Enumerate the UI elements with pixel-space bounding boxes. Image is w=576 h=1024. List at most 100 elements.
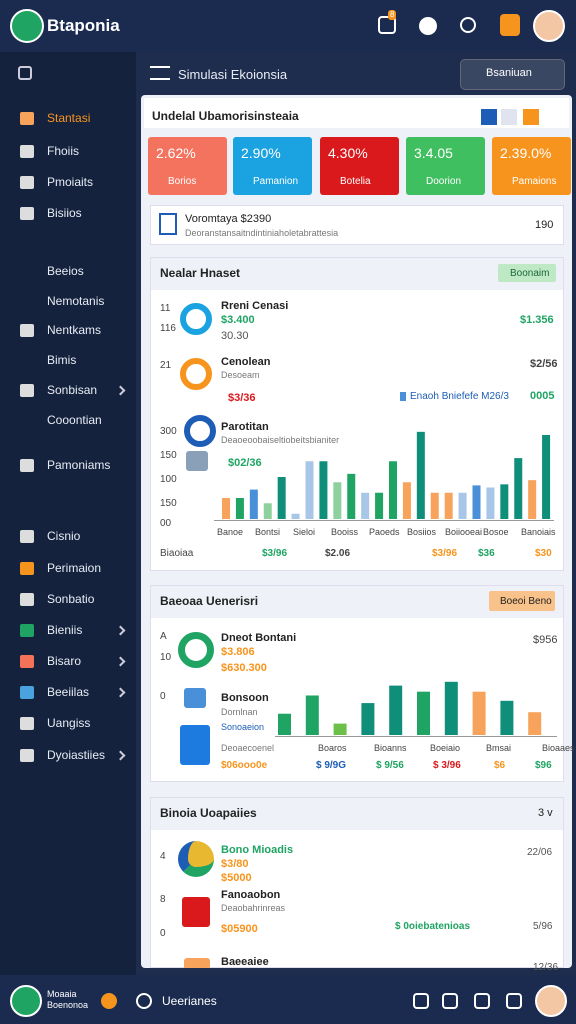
nav-icon[interactable] — [20, 459, 34, 472]
badge: 8 — [388, 10, 397, 20]
nav-item[interactable]: Nentkams — [47, 323, 102, 337]
legend-value: 0005 — [530, 390, 555, 402]
item-text: Baeeaiee — [221, 956, 269, 968]
info-row — [150, 205, 564, 245]
icon-button[interactable] — [500, 14, 520, 36]
nav-item[interactable]: Beeios — [47, 264, 84, 278]
nav-item[interactable]: Pmoiaits — [47, 175, 94, 189]
icon-button[interactable] — [523, 109, 539, 125]
card-title: Binoia Uoapaiies — [160, 806, 257, 820]
nav-item[interactable]: Cisnio — [47, 529, 81, 543]
icon-button[interactable] — [474, 993, 490, 1009]
nav-icon[interactable] — [20, 530, 34, 543]
nav-icon[interactable] — [20, 749, 34, 762]
nav-item[interactable]: Pamoniams — [47, 458, 111, 472]
item-right: 5/96 — [533, 921, 553, 932]
axis-label: 10 — [160, 652, 172, 663]
bottom-bar — [0, 975, 576, 1024]
nav-item[interactable]: Perimaion — [47, 561, 102, 575]
footer-label: $ 9/9G — [316, 760, 347, 771]
home-icon[interactable] — [18, 66, 32, 80]
icon-button[interactable] — [506, 993, 522, 1009]
nav-item[interactable]: Bisaro — [47, 654, 82, 668]
icon-button[interactable] — [442, 993, 458, 1009]
bottom-label[interactable]: Ueerianes — [162, 994, 217, 1008]
icon-button[interactable] — [501, 109, 517, 125]
icon-button[interactable] — [136, 993, 152, 1009]
nav-item[interactable]: Dyoiastiies — [47, 748, 106, 762]
nav-item[interactable]: Nemotanis — [47, 294, 105, 308]
item-text: $630.300 — [221, 662, 267, 674]
panel-header — [144, 98, 569, 128]
icon-button[interactable] — [378, 16, 396, 34]
nav-icon[interactable] — [20, 562, 34, 575]
brand-sub: Boenonoa — [47, 1000, 89, 1010]
dropdown[interactable]: 3 v — [538, 807, 553, 819]
legend-swatch — [400, 392, 406, 401]
nav-item[interactable]: Cooontian — [47, 413, 102, 427]
item-text: Sonoaeion — [221, 722, 265, 732]
axis-label: 116 — [160, 323, 176, 334]
stat-card[interactable] — [233, 137, 312, 195]
avatar[interactable] — [535, 985, 567, 1017]
item-value: $3.400 — [221, 314, 255, 326]
stat-card[interactable] — [148, 137, 227, 195]
icon-button[interactable] — [419, 17, 437, 35]
icon-button[interactable] — [413, 993, 429, 1009]
icon-button[interactable] — [101, 993, 117, 1009]
search-box[interactable] — [460, 59, 565, 90]
doc-icon — [159, 213, 177, 235]
nav-item[interactable]: Stantasi — [47, 111, 91, 125]
nav-icon[interactable] — [20, 717, 34, 730]
nav-icon[interactable] — [20, 145, 34, 158]
button-label[interactable]: Boonaim — [510, 268, 550, 279]
avatar[interactable] — [533, 10, 565, 42]
icon — [184, 958, 210, 968]
nav-item[interactable]: Bisiios — [47, 206, 82, 220]
icon-button[interactable] — [460, 17, 476, 33]
nav-item[interactable]: Bieniis — [47, 623, 83, 637]
nav-icon[interactable] — [20, 112, 34, 125]
nav-icon[interactable] — [20, 686, 34, 699]
footer-label: $ 9/56 — [376, 760, 404, 771]
stat-label: Pamaions — [512, 176, 557, 187]
nav-icon[interactable] — [20, 324, 34, 337]
x-label: Boaros — [318, 743, 347, 753]
x-label: Bosiios — [407, 527, 437, 537]
stat-card[interactable] — [492, 137, 571, 195]
footer-label: $30 — [535, 548, 552, 559]
search-text[interactable]: Bsaniuan — [486, 67, 532, 79]
button-label[interactable]: Boeoi Beno — [500, 596, 552, 607]
footer-label: $3/96 — [262, 548, 288, 559]
stat-card[interactable] — [320, 137, 399, 195]
stat-value: 4.30% — [328, 145, 368, 161]
icon — [186, 451, 208, 471]
nav-item[interactable]: Uangiss — [47, 716, 91, 730]
panel-title: Undelal Ubamorisinsteaia — [152, 109, 299, 123]
icon-button[interactable] — [481, 109, 497, 125]
nav-icon[interactable] — [20, 207, 34, 220]
card-title: Nealar Hnaset — [160, 266, 241, 280]
stat-value: 2.62% — [156, 145, 196, 161]
nav-icon[interactable] — [20, 593, 34, 606]
stat-label: Botelia — [340, 176, 371, 187]
button[interactable] — [489, 591, 555, 611]
nav-item[interactable]: Fhoiis — [47, 144, 80, 158]
nav-item[interactable]: Sonbatio — [47, 592, 95, 606]
item-text: $05900 — [221, 923, 258, 935]
pie-icon — [178, 841, 214, 877]
item-right: 12/36 — [533, 962, 559, 973]
x-label: Booiss — [331, 527, 359, 537]
button[interactable] — [498, 264, 556, 282]
nav-icon[interactable] — [20, 176, 34, 189]
axis-label: 0 — [160, 928, 166, 939]
icon — [184, 688, 206, 708]
nav-item[interactable]: Sonbisan — [47, 383, 98, 397]
nav-item[interactable]: Beeiilas — [47, 685, 90, 699]
nav-icon[interactable] — [20, 655, 34, 668]
nav-icon[interactable] — [20, 384, 34, 397]
nav-item[interactable]: Bimis — [47, 353, 77, 367]
menu-button[interactable] — [150, 66, 170, 80]
nav-icon[interactable] — [20, 624, 34, 637]
stat-card[interactable] — [406, 137, 485, 195]
